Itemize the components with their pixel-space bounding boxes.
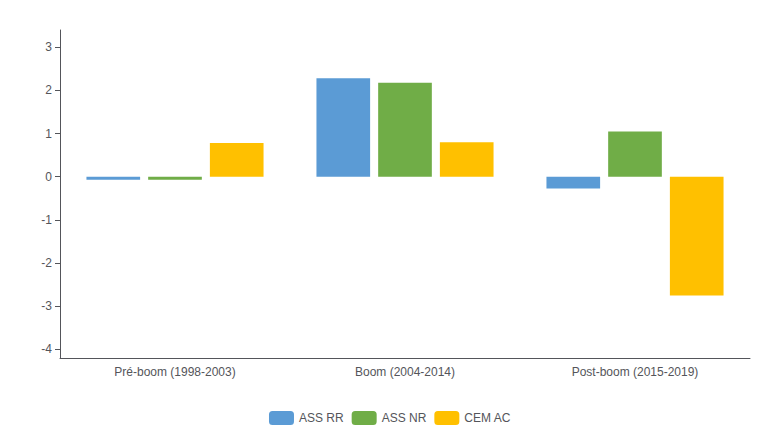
svg-text:2: 2 [45,83,52,97]
svg-text:-1: -1 [41,213,52,227]
svg-text:ASS NR: ASS NR [382,411,427,425]
svg-text:-2: -2 [41,256,52,270]
svg-text:1: 1 [45,127,52,141]
svg-text:CEM AC: CEM AC [464,411,510,425]
svg-text:ASS RR: ASS RR [299,411,344,425]
svg-text:-3: -3 [41,299,52,313]
svg-text:Post-boom (2015-2019): Post-boom (2015-2019) [572,365,699,379]
svg-text:3: 3 [45,40,52,54]
svg-text:0: 0 [45,170,52,184]
svg-text:Pré-boom (1998-2003): Pré-boom (1998-2003) [114,365,235,379]
svg-text:Boom (2004-2014): Boom (2004-2014) [355,365,455,379]
svg-text:-4: -4 [41,342,52,356]
